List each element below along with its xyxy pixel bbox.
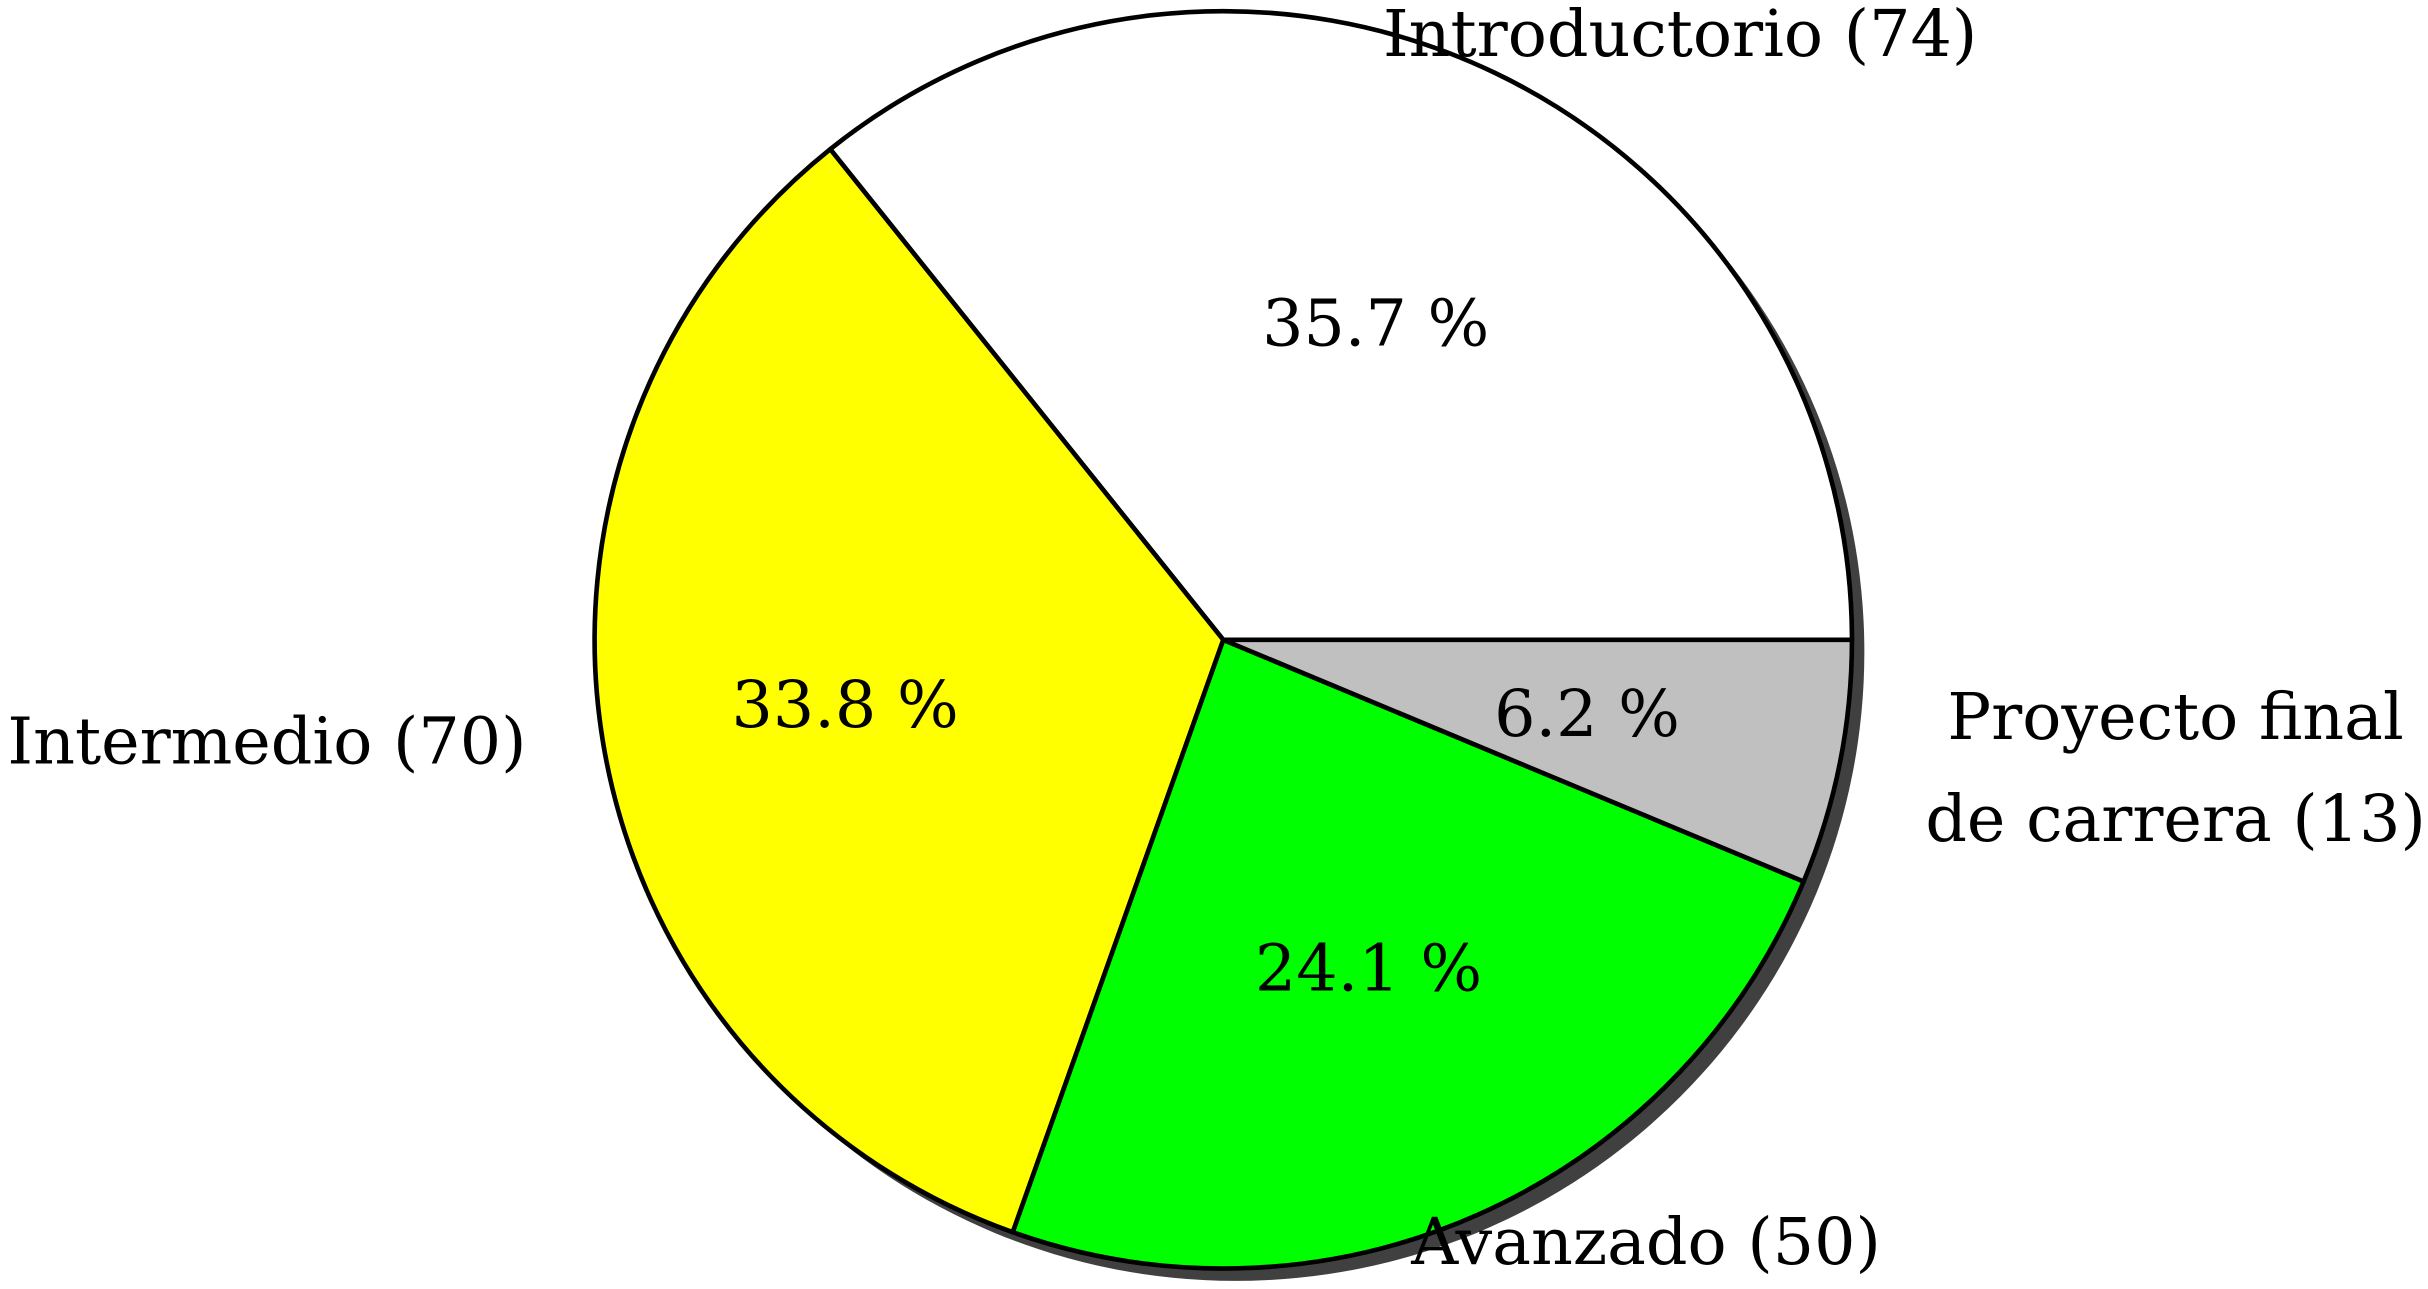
pie-slice-3: [1220, 637, 1855, 884]
percent-label-3: 6.2 %: [1494, 677, 1680, 752]
percent-label-0: 35.7 %: [1262, 287, 1489, 362]
slice-label-0: Introductorio (74): [1383, 0, 1977, 72]
slice-label-3: Proyecto final de carrera (13): [1925, 680, 2426, 857]
slice-label-2: Avanzado (50): [1410, 1205, 1881, 1280]
percent-label-1: 33.8 %: [732, 668, 959, 743]
percent-label-2: 24.1 %: [1255, 932, 1482, 1007]
pie-slice-1: [592, 146, 1226, 1235]
pie-slice-0: [827, 8, 1855, 643]
slice-label-1: Intermedio (70): [7, 705, 526, 780]
pie-slice-2: [1010, 637, 1806, 1271]
